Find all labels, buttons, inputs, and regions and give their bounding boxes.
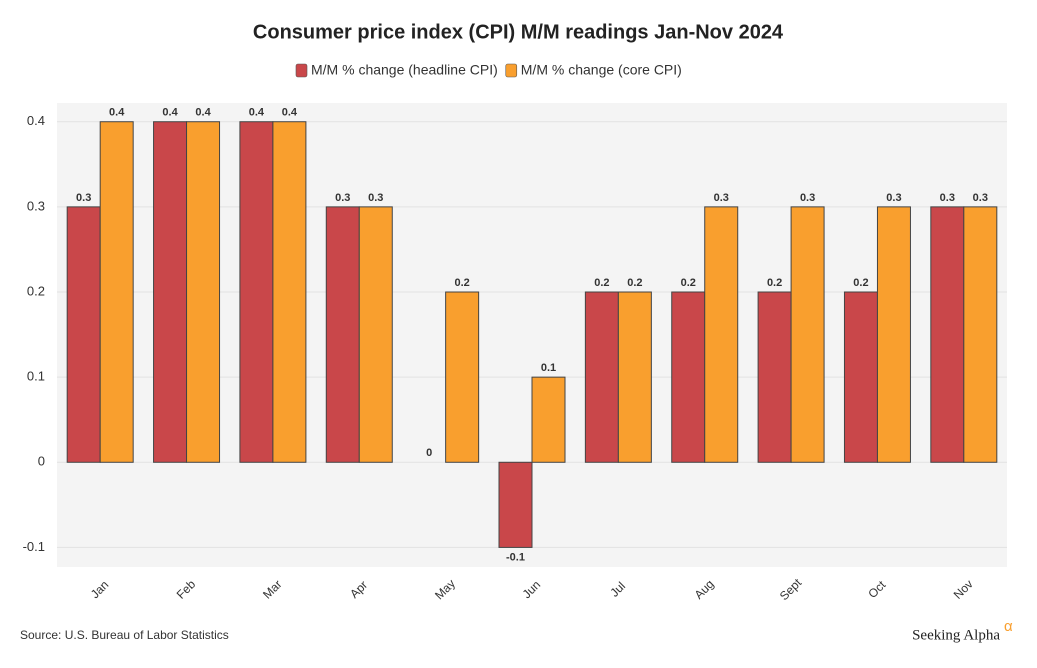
bar — [930, 206, 965, 463]
y-tick-label: 0 — [38, 454, 45, 469]
bar — [704, 206, 739, 463]
value-label: 0 — [426, 447, 432, 459]
value-label: 0.4 — [162, 107, 178, 119]
bar — [358, 206, 393, 463]
chart-title: Consumer price index (CPI) M/M readings … — [253, 21, 784, 43]
bar — [531, 376, 566, 463]
value-label: 0.2 — [681, 277, 696, 289]
bar — [790, 206, 825, 463]
value-label: 0.2 — [627, 277, 642, 289]
value-label: 0.3 — [800, 192, 815, 204]
brand-mark: α — [1004, 618, 1013, 635]
x-tick-label: Aug — [692, 577, 717, 602]
bar — [186, 121, 221, 463]
value-label: -0.1 — [506, 551, 525, 563]
value-label: 0.2 — [853, 277, 868, 289]
value-label: 0.4 — [249, 107, 265, 119]
value-label: 0.4 — [195, 107, 211, 119]
x-tick-label: Apr — [347, 578, 370, 601]
y-tick-label: -0.1 — [23, 539, 45, 554]
value-label: 0.3 — [973, 192, 988, 204]
legend-label: M/M % change (headline CPI) — [311, 62, 498, 78]
value-label: 0.4 — [282, 107, 298, 119]
legend-label: M/M % change (core CPI) — [521, 62, 682, 78]
value-label: 0.3 — [335, 192, 350, 204]
source-note: Source: U.S. Bureau of Labor Statistics — [20, 628, 229, 642]
bar — [498, 461, 533, 548]
bar — [757, 291, 792, 463]
value-label: 0.2 — [767, 277, 782, 289]
bar — [584, 291, 619, 463]
value-label: 0.2 — [594, 277, 609, 289]
bar — [876, 206, 911, 463]
bar — [325, 206, 360, 463]
value-label: 0.3 — [886, 192, 901, 204]
x-tick-label: Sept — [777, 575, 805, 603]
x-tick-label: Mar — [260, 577, 285, 602]
value-label: 0.3 — [940, 192, 955, 204]
x-tick-label: May — [432, 576, 458, 602]
bar — [617, 291, 652, 463]
bar — [272, 121, 307, 463]
value-label: 0.3 — [368, 192, 383, 204]
legend-swatch — [295, 63, 308, 78]
bar — [671, 291, 706, 463]
bar — [963, 206, 998, 463]
brand: Seeking Alpha — [912, 627, 1000, 643]
x-tick-label: Nov — [951, 577, 976, 602]
y-tick-label: 0.3 — [27, 198, 45, 213]
bar — [445, 291, 480, 463]
legend-swatch — [505, 63, 518, 78]
value-label: 0.3 — [76, 192, 91, 204]
value-label: 0.4 — [109, 107, 125, 119]
value-label: 0.1 — [541, 362, 556, 374]
value-label: 0.2 — [454, 277, 469, 289]
y-tick-label: 0.4 — [27, 113, 45, 128]
x-tick-label: Feb — [174, 577, 199, 602]
x-tick-label: Jun — [520, 578, 544, 602]
value-label: 0.3 — [714, 192, 729, 204]
x-tick-label: Oct — [865, 577, 889, 601]
bar — [843, 291, 878, 463]
y-tick-label: 0.1 — [27, 369, 45, 384]
y-tick-label: 0.2 — [27, 283, 45, 298]
x-tick-label: Jul — [607, 579, 628, 600]
bar — [239, 121, 274, 463]
bar — [153, 121, 188, 463]
x-tick-label: Jan — [88, 578, 112, 602]
bar — [99, 121, 134, 463]
bar — [66, 206, 101, 463]
